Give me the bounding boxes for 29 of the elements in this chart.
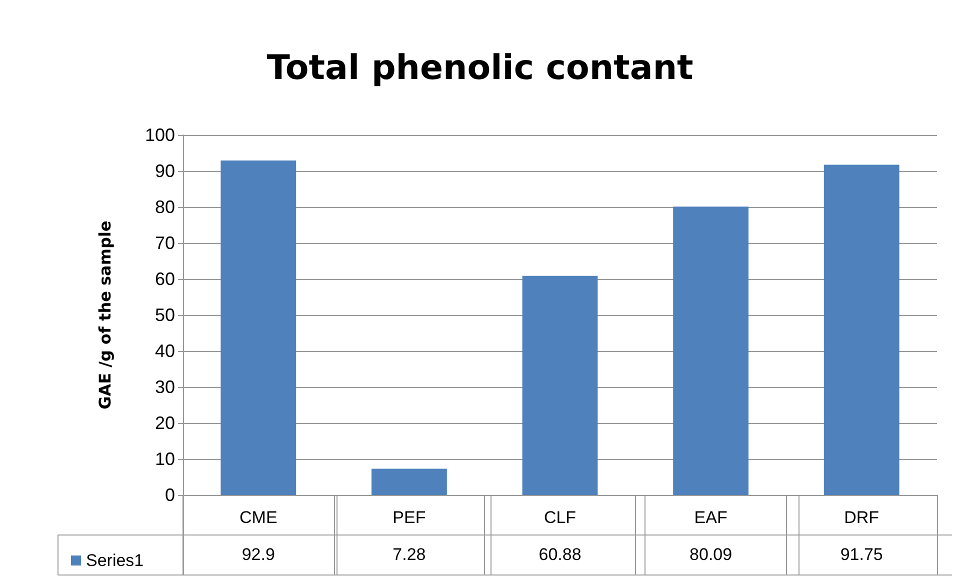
bar: [824, 164, 900, 495]
data-label: 92.9: [242, 545, 275, 564]
y-tick-label: 40: [154, 341, 175, 361]
y-tick-label: 10: [154, 449, 175, 469]
data-label: 80.09: [690, 545, 732, 564]
y-tick-label: 0: [164, 485, 175, 505]
y-tick-label: 30: [154, 377, 175, 397]
chart-title: Total phenolic contant: [266, 48, 694, 88]
x-tick-label: EAF: [694, 508, 728, 527]
data-label: 91.75: [840, 545, 883, 564]
y-tick-label: 50: [154, 305, 175, 325]
legend-label: Series1: [86, 551, 144, 570]
y-tick-label: 70: [154, 233, 175, 253]
x-tick-label: PEF: [392, 508, 426, 527]
bar: [673, 206, 748, 495]
data-label: 60.88: [538, 545, 582, 564]
y-tick-label: 80: [154, 197, 175, 217]
y-axis-title: GAE /g of the sample: [96, 220, 114, 410]
y-tick-label: 90: [154, 161, 175, 181]
x-tick-label: CME: [240, 508, 278, 527]
bar: [220, 160, 296, 495]
x-tick-label: DRF: [844, 508, 880, 527]
y-tick-label: 60: [154, 269, 175, 289]
y-tick-label: 20: [154, 413, 175, 433]
data-label: 7.28: [392, 545, 426, 564]
bar: [372, 468, 447, 495]
x-tick-label: CLF: [544, 508, 576, 527]
y-tick-label: 100: [144, 125, 175, 145]
bar: [522, 276, 598, 495]
